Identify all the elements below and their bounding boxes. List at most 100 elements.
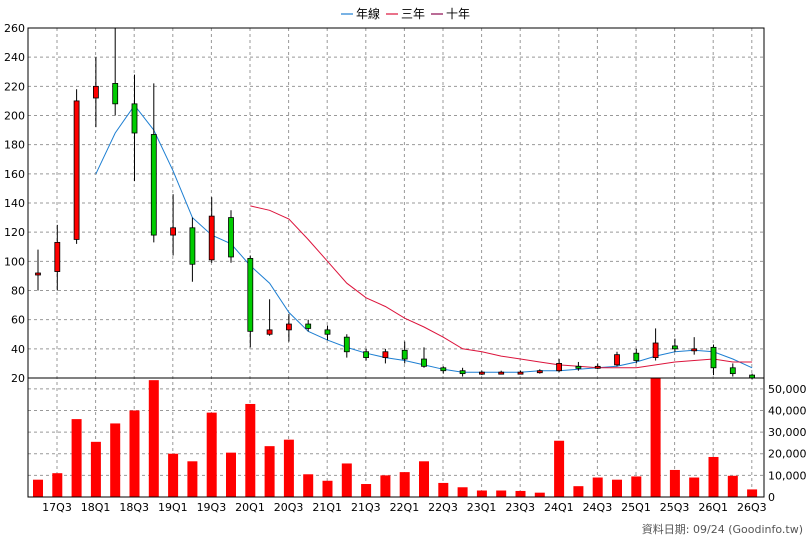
candle-body — [440, 367, 447, 372]
volume-bar — [650, 378, 661, 497]
candle-body — [305, 323, 312, 329]
candle-body — [131, 103, 138, 134]
volume-bar — [419, 461, 429, 497]
candle-body — [729, 367, 736, 375]
volume-bar — [341, 463, 352, 497]
price-tick-label: 60 — [11, 314, 25, 327]
candle-body — [575, 365, 582, 369]
candle-body — [112, 83, 119, 105]
candle-body — [401, 349, 408, 360]
candle-body — [285, 323, 292, 331]
volume-tick-label: 30,000 — [768, 426, 807, 439]
axes: 20 40 60 80 100 120 140 160 180 200 220 240 260 0 10,0… — [4, 22, 807, 514]
volume-bar — [245, 403, 256, 497]
candle-body — [536, 370, 543, 374]
volume-bar — [380, 475, 391, 497]
volume-bar — [226, 452, 236, 497]
volume-bar — [322, 480, 333, 497]
volume-bar — [689, 477, 700, 497]
candle-body — [556, 363, 562, 372]
price-tick-label: 200 — [4, 110, 25, 123]
volume-bar — [264, 446, 275, 497]
candle-body — [150, 134, 157, 236]
volume-bar — [496, 490, 507, 497]
candle-body — [228, 217, 234, 258]
time-tick-label: 22Q1 — [390, 501, 420, 514]
candle-body — [672, 345, 678, 350]
volume-bar — [399, 472, 410, 497]
volume-tick-label: 10,000 — [768, 469, 807, 482]
candle-body — [633, 352, 640, 361]
time-tick-label: 24Q3 — [583, 501, 613, 514]
candle-body — [478, 371, 485, 375]
time-tick-label: 25Q1 — [621, 501, 651, 514]
volume-bar — [747, 489, 758, 497]
candle-body — [208, 215, 215, 261]
candlesticks — [35, 28, 755, 380]
volume-bar — [33, 479, 43, 497]
price-tick-label: 140 — [4, 197, 25, 210]
time-tick-label: 25Q3 — [660, 501, 690, 514]
volume-bar — [129, 410, 140, 497]
time-tick-label: 23Q1 — [467, 501, 497, 514]
volume-tick-label: 50,000 — [768, 383, 807, 396]
candle-body — [324, 329, 331, 335]
time-tick-label: 18Q3 — [119, 501, 149, 514]
volume-bar — [438, 482, 449, 497]
volume-bar — [708, 456, 719, 497]
candle-body — [517, 371, 524, 375]
candle-body — [189, 227, 196, 265]
candle-body — [93, 85, 99, 99]
volume-bar — [283, 439, 294, 497]
legend: 年線 三年 十年 — [341, 6, 470, 21]
data-date-note: 資料日期: 09/24 (Goodinfo.tw) — [642, 522, 803, 536]
volume-bar — [71, 419, 82, 497]
volume-bar — [168, 453, 179, 497]
volume-panel-frame — [27, 377, 765, 498]
volume-bar — [515, 490, 526, 497]
candle-body — [459, 370, 466, 375]
time-tick-label: 26Q3 — [737, 501, 767, 514]
candle-body — [710, 346, 717, 369]
candle-body — [594, 365, 601, 369]
volume-bar — [457, 487, 468, 497]
time-tick-label: 21Q1 — [312, 501, 342, 514]
price-tick-label: 260 — [4, 22, 25, 35]
volume-bar — [206, 412, 217, 497]
volume-bar — [669, 469, 680, 497]
volume-bar — [148, 380, 159, 497]
price-tick-label: 220 — [4, 80, 25, 93]
volume-bar — [361, 484, 372, 497]
legend-label: 十年 — [446, 7, 470, 21]
candle-body — [343, 336, 350, 353]
candle-body — [54, 241, 61, 272]
ma-3year-line — [250, 205, 753, 369]
volume-bar — [592, 477, 603, 497]
candle-body — [614, 354, 620, 366]
price-tick-label: 120 — [4, 226, 25, 239]
price-tick-label: 40 — [11, 343, 25, 356]
price-tick-label: 160 — [4, 168, 25, 181]
candle-body — [247, 258, 254, 332]
volume-bar — [90, 441, 101, 497]
volume-bar — [534, 492, 545, 497]
volume-bar — [631, 476, 642, 497]
time-tick-label: 20Q3 — [274, 501, 304, 514]
candle-body — [421, 358, 427, 367]
price-tick-label: 240 — [4, 51, 25, 64]
volume-bar — [52, 473, 63, 497]
volume-bar — [554, 440, 565, 497]
volume-bar — [476, 490, 487, 497]
volume-bar — [573, 486, 584, 497]
candle-body — [382, 351, 389, 358]
time-tick-label: 18Q1 — [81, 501, 111, 514]
time-tick-label: 19Q1 — [158, 501, 188, 514]
volume-bar — [187, 461, 198, 497]
grid — [28, 27, 764, 498]
price-tick-label: 20 — [11, 372, 25, 385]
price-tick-label: 180 — [4, 139, 25, 152]
volume-tick-label: 40,000 — [768, 404, 807, 417]
candle-body — [73, 100, 80, 240]
